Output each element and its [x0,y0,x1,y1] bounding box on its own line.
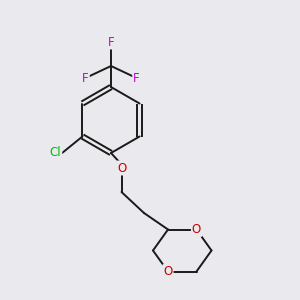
Text: O: O [164,265,172,278]
Text: F: F [133,71,140,85]
Text: O: O [192,223,201,236]
Text: F: F [82,71,89,85]
Text: O: O [117,161,126,175]
Text: Cl: Cl [50,146,61,160]
Text: F: F [108,35,114,49]
